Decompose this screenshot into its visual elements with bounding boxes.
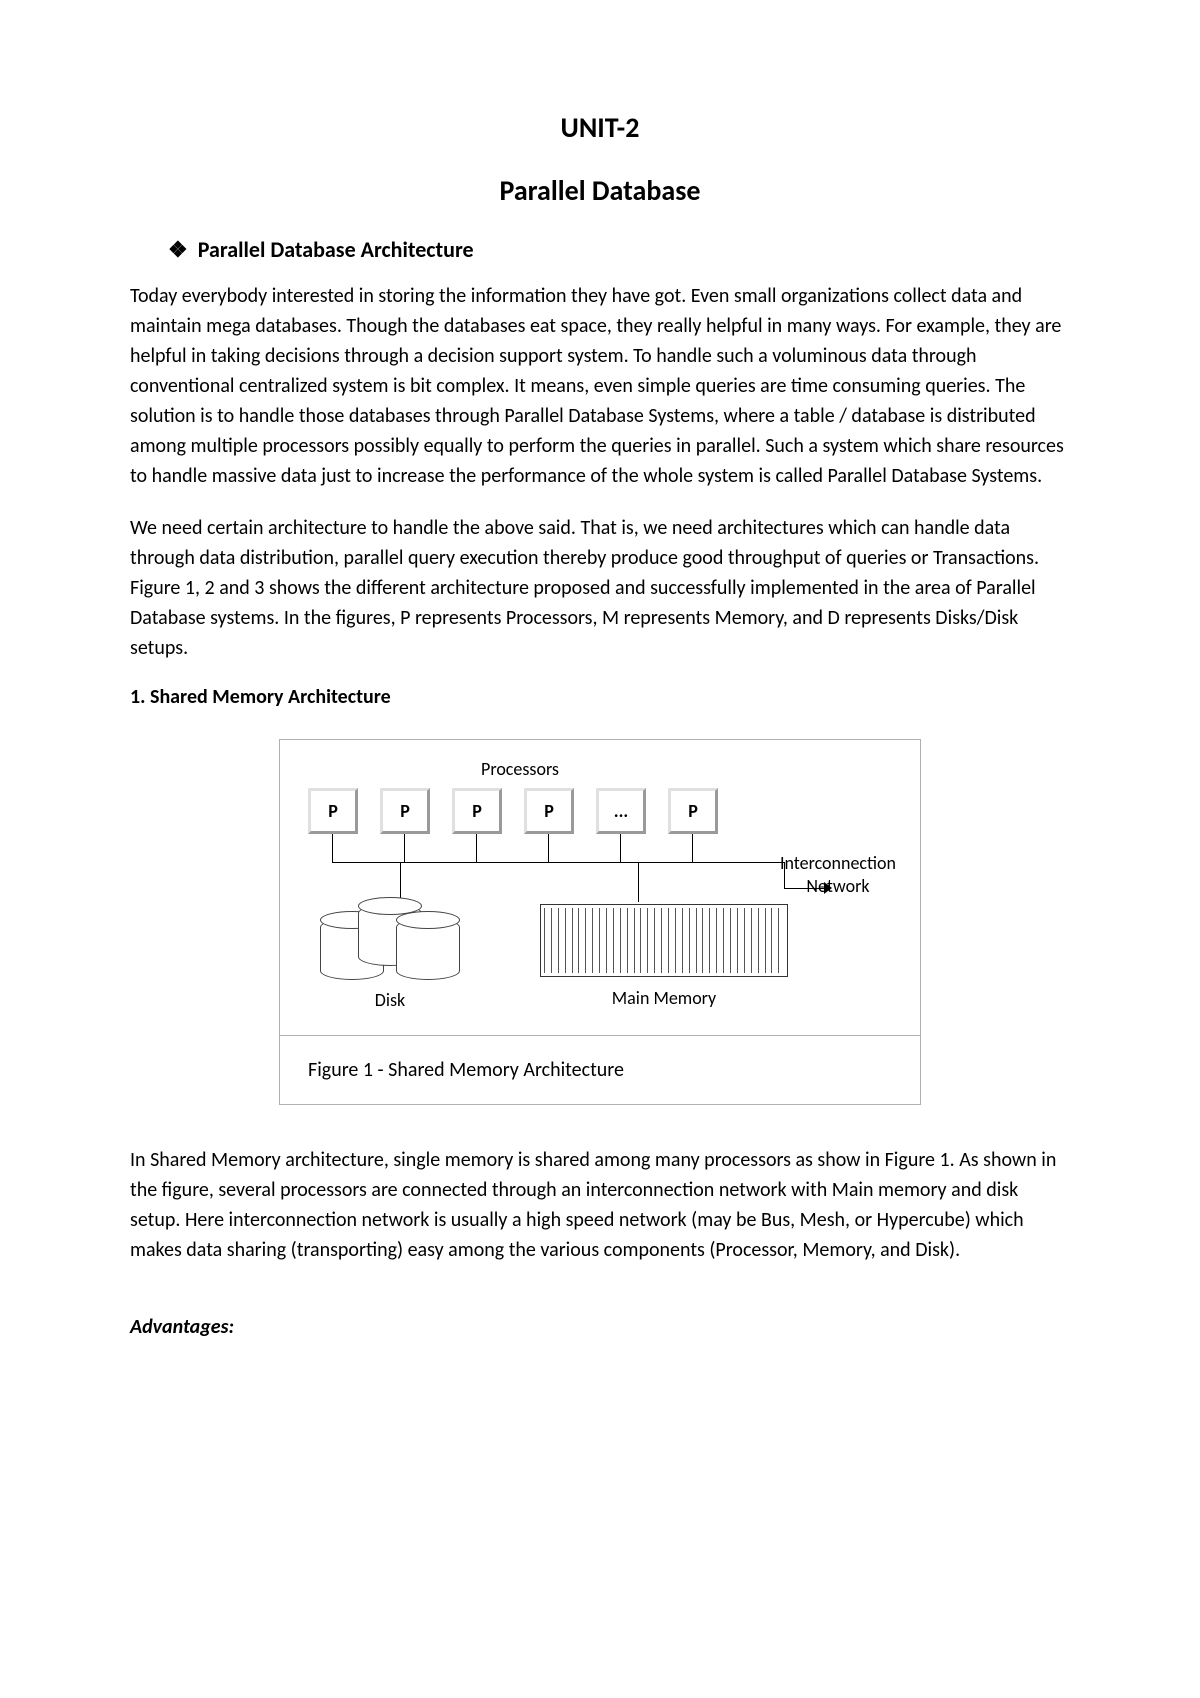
document-page: UNIT-2 Parallel Database ❖ Parallel Datab… bbox=[0, 0, 1200, 1698]
advantages-heading: Advantages: bbox=[130, 1315, 1070, 1339]
processor-box: P bbox=[524, 788, 574, 834]
processor-box: P bbox=[668, 788, 718, 834]
processor-box: P bbox=[452, 788, 502, 834]
paragraph-3: In Shared Memory architecture, single me… bbox=[130, 1145, 1070, 1265]
interconnection-bus bbox=[308, 834, 900, 904]
bullet-icon: ❖ bbox=[168, 236, 188, 263]
processors-label: Processors bbox=[140, 758, 900, 780]
processor-box: P bbox=[308, 788, 358, 834]
figure-caption: Figure 1 - Shared Memory Architecture bbox=[280, 1036, 920, 1104]
unit-title: UNIT-2 bbox=[130, 110, 1070, 145]
paragraph-1: Today everybody interested in storing th… bbox=[130, 281, 1070, 491]
subheading-1: 1. Shared Memory Architecture bbox=[130, 685, 1070, 709]
disk-group: Disk bbox=[320, 904, 460, 1011]
disk-icon bbox=[320, 904, 460, 979]
figure-1: Processors P P P P ... P Interconnection… bbox=[279, 739, 921, 1105]
paragraph-2: We need certain architecture to handle t… bbox=[130, 513, 1070, 663]
processor-row: P P P P ... P bbox=[308, 788, 900, 834]
processor-ellipsis: ... bbox=[596, 788, 646, 834]
memory-group: Main Memory bbox=[540, 904, 788, 1009]
memory-icon bbox=[540, 904, 788, 977]
processor-box: P bbox=[380, 788, 430, 834]
memory-label: Main Memory bbox=[612, 987, 716, 1009]
disk-label: Disk bbox=[375, 989, 405, 1011]
main-title: Parallel Database bbox=[130, 173, 1070, 208]
section-header: ❖ Parallel Database Architecture bbox=[168, 236, 1070, 263]
section-header-text: Parallel Database Architecture bbox=[198, 236, 474, 263]
storage-row: Disk Main Memory bbox=[320, 904, 900, 1011]
figure-diagram: Processors P P P P ... P Interconnection… bbox=[280, 740, 920, 1036]
